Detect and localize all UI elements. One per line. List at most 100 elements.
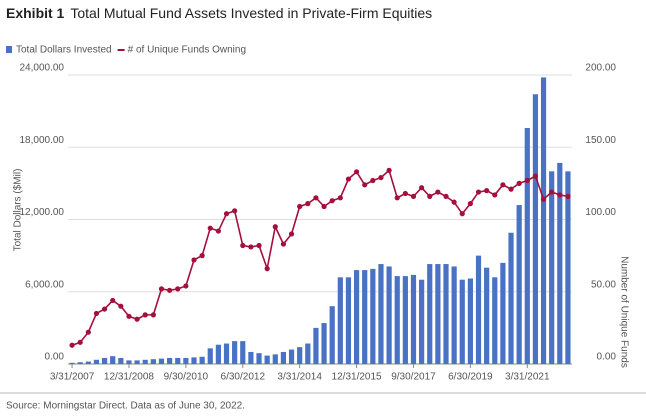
line-point xyxy=(459,211,465,217)
line-point xyxy=(516,180,522,186)
line-point xyxy=(272,224,278,230)
bar xyxy=(191,357,197,364)
line-point xyxy=(475,189,482,195)
legend-label: Total Dollars Invested xyxy=(16,45,112,56)
bar xyxy=(492,277,498,364)
legend-swatch xyxy=(6,46,12,53)
bar xyxy=(386,266,392,364)
line-point xyxy=(557,192,563,198)
line-point xyxy=(240,242,246,249)
legend-label: # of Unique Funds Owning xyxy=(128,45,246,56)
bar xyxy=(69,362,75,364)
x-tick-label: 6/30/2012 xyxy=(221,372,266,383)
x-tick-label: 6/30/2019 xyxy=(448,372,493,383)
bar xyxy=(101,357,108,364)
line-point xyxy=(337,195,343,201)
bar xyxy=(305,343,311,364)
bar xyxy=(134,360,140,364)
y2-tick-label: 200.00 xyxy=(585,63,616,74)
bar xyxy=(394,276,400,364)
line-point xyxy=(467,201,473,207)
line-point xyxy=(215,228,221,234)
line-point xyxy=(288,231,295,237)
bar xyxy=(378,264,384,364)
line-point xyxy=(69,342,75,348)
line-point xyxy=(443,193,449,199)
bar xyxy=(215,344,221,364)
line-point xyxy=(85,329,91,335)
line-point xyxy=(329,198,335,204)
line-point xyxy=(402,190,408,197)
line-point xyxy=(150,312,156,318)
bar xyxy=(467,278,473,364)
bar xyxy=(183,357,189,364)
line-point xyxy=(175,286,181,292)
bar xyxy=(500,262,506,364)
bar xyxy=(329,306,335,364)
bar xyxy=(484,267,490,364)
line-point xyxy=(126,313,132,319)
bar xyxy=(93,359,100,364)
title-label: Exhibit 1 xyxy=(6,5,65,21)
bar xyxy=(85,361,91,364)
bar xyxy=(565,171,571,364)
y2-tick-label: 100.00 xyxy=(585,207,616,218)
bar xyxy=(435,264,441,364)
line-point xyxy=(313,195,319,201)
line-point xyxy=(345,176,352,182)
bar xyxy=(410,274,417,364)
line-point xyxy=(256,242,262,249)
bar xyxy=(256,353,262,364)
x-tick-label: 3/31/2007 xyxy=(50,372,95,383)
bar xyxy=(524,127,530,364)
x-tick-label: 3/31/2014 xyxy=(277,372,322,383)
bar xyxy=(516,205,522,364)
line-point xyxy=(427,193,433,199)
bar xyxy=(557,162,563,364)
bar xyxy=(240,341,246,364)
bar xyxy=(321,323,327,364)
line-point xyxy=(451,199,457,205)
x-tick-label: 12/31/2008 xyxy=(104,372,154,383)
x-tick-label: 9/30/2017 xyxy=(391,372,436,383)
title-text: Total Mutual Fund Assets Invested in Pri… xyxy=(70,5,432,21)
bar xyxy=(158,358,165,364)
x-tick-label: 9/30/2010 xyxy=(164,372,209,383)
y-tick-label: 6,000.00 xyxy=(25,279,64,290)
line-point xyxy=(524,177,530,184)
bar xyxy=(475,255,482,364)
bar xyxy=(175,357,181,364)
bar xyxy=(118,357,124,364)
line-point xyxy=(532,173,539,179)
y-tick-label: 12,000.00 xyxy=(20,207,65,218)
line-point xyxy=(264,266,270,272)
line-point xyxy=(500,182,506,188)
bar xyxy=(362,270,368,364)
line-point xyxy=(435,189,441,195)
bar xyxy=(77,362,83,364)
line-point xyxy=(353,169,360,175)
source: Source: Morningstar Direct. Data as of J… xyxy=(6,401,245,412)
line-point xyxy=(362,182,368,188)
y-tick-label: 24,000.00 xyxy=(20,63,65,74)
x-tick-label: 3/31/2021 xyxy=(505,372,550,383)
bar xyxy=(443,264,449,364)
bar xyxy=(402,276,408,364)
line-point xyxy=(101,306,108,312)
line-point xyxy=(549,189,555,195)
bar xyxy=(549,171,555,364)
line-point xyxy=(77,339,83,345)
bar xyxy=(207,348,213,364)
line-point xyxy=(508,186,514,192)
bar xyxy=(459,279,465,364)
bar xyxy=(232,341,238,364)
bar xyxy=(451,266,457,364)
line-point xyxy=(540,196,547,202)
bar xyxy=(264,355,270,364)
y-tick-label: 0.00 xyxy=(45,352,65,363)
line-point xyxy=(199,253,205,259)
line-point xyxy=(297,203,303,210)
bar xyxy=(540,77,547,365)
line-point xyxy=(134,316,140,322)
